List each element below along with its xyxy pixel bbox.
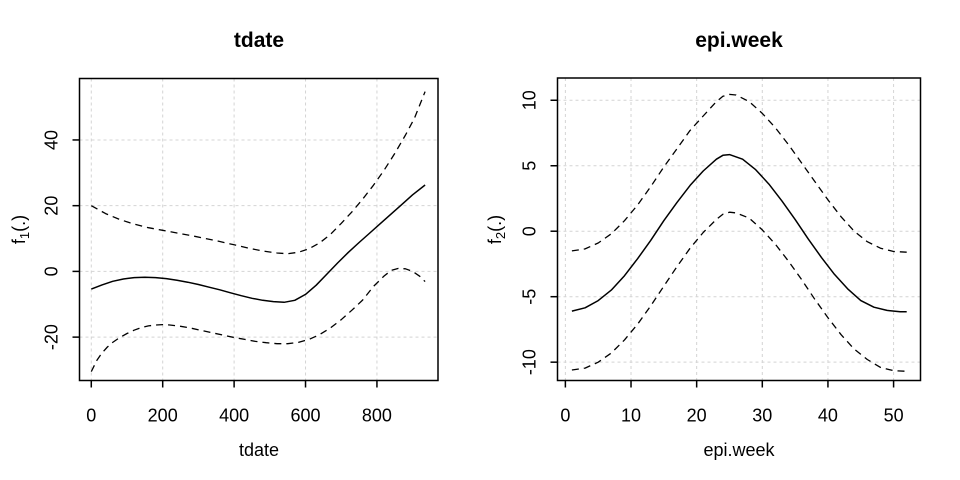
panel-epi-week: 0 10 20 30 40 50 -10 -5 0 5 10 epi.week epi.week f… bbox=[485, 29, 922, 460]
x-tick-label: 200 bbox=[148, 406, 178, 426]
y-tick-label: 0 bbox=[520, 226, 540, 236]
y-axis-label: f1(.) bbox=[9, 215, 32, 244]
y-axis-label-rest: (.) bbox=[485, 215, 505, 232]
y-tick-label: -10 bbox=[520, 349, 540, 375]
y-axis-label-base: f bbox=[9, 238, 29, 244]
curve-fit bbox=[91, 184, 426, 304]
panel-tdate-plot-area: 0 200 400 600 800 -20 0 20 40 bbox=[42, 77, 439, 426]
y-axis-label: f2(.) bbox=[485, 215, 508, 244]
plot-box bbox=[556, 77, 922, 382]
panel-title: epi.week bbox=[695, 29, 783, 52]
x-tick-label: 0 bbox=[86, 406, 96, 426]
x-tick-label: 400 bbox=[219, 406, 249, 426]
x-tick-label: 40 bbox=[818, 406, 838, 426]
x-tick-label: 50 bbox=[884, 406, 904, 426]
y-tick-label: -5 bbox=[520, 289, 540, 305]
y-tick-label: 0 bbox=[42, 266, 62, 276]
x-tick-label: 10 bbox=[621, 406, 641, 426]
y-axis-label-base: f bbox=[485, 238, 505, 244]
x-tick-label: 20 bbox=[687, 406, 707, 426]
plot-box bbox=[78, 77, 439, 382]
curve-upper-ci bbox=[90, 91, 426, 255]
y-tick-label: 5 bbox=[520, 161, 540, 171]
panel-epi-week-plot-area: 0 10 20 30 40 50 -10 -5 0 5 10 bbox=[520, 77, 922, 426]
y-tick-label: 40 bbox=[42, 130, 62, 150]
x-axis-label: tdate bbox=[239, 440, 279, 460]
curve-lower-ci bbox=[571, 211, 907, 372]
y-axis-label-sub: 1 bbox=[17, 232, 32, 239]
panel-title: tdate bbox=[234, 29, 284, 52]
x-tick-label: 0 bbox=[560, 406, 570, 426]
panel-tdate: 0 200 400 600 800 -20 0 20 40 tdate tdate f1(.) bbox=[9, 29, 439, 460]
y-axis-label-rest: (.) bbox=[9, 215, 29, 232]
x-axis-label: epi.week bbox=[703, 440, 775, 460]
y-tick-label: -20 bbox=[42, 324, 62, 350]
curve-lower-ci bbox=[90, 267, 426, 372]
y-tick-label: 20 bbox=[42, 196, 62, 216]
x-tick-label: 30 bbox=[752, 406, 772, 426]
curve-fit bbox=[571, 153, 907, 313]
x-tick-label: 600 bbox=[291, 406, 321, 426]
curve-upper-ci bbox=[571, 93, 907, 253]
x-tick-label: 800 bbox=[362, 406, 392, 426]
y-tick-label: 10 bbox=[520, 90, 540, 110]
y-axis-label-sub: 2 bbox=[493, 232, 508, 239]
